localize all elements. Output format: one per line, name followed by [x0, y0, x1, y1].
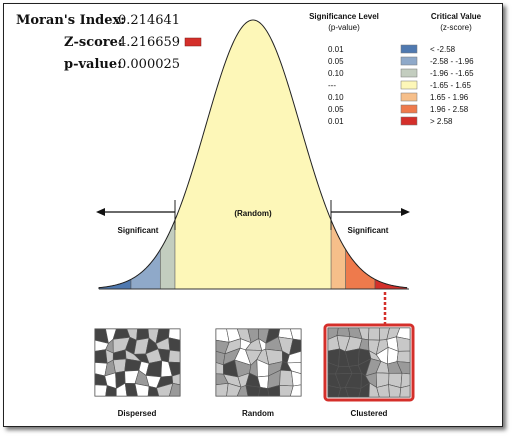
- map-region: [168, 349, 181, 363]
- legend-swatch: [400, 56, 418, 66]
- legend-swatch: [400, 80, 418, 90]
- zscore-color-swatch: [184, 37, 202, 47]
- curve-band: [330, 219, 347, 290]
- map-region: [344, 387, 362, 398]
- zscore-label: Z-score:: [64, 35, 123, 50]
- legend-z-range: -2.58 - -1.96: [430, 57, 474, 66]
- legend-swatch: [400, 68, 418, 78]
- moran-report-panel: Moran's Index: 0.214641 Z-score: 4.21665…: [3, 3, 503, 427]
- legend-swatch: [400, 116, 418, 126]
- map-label-clustered: Clustered: [351, 409, 388, 418]
- map-random: [215, 328, 302, 397]
- left-arrow-head: [96, 208, 105, 216]
- map-region: [279, 369, 294, 387]
- map-label-random: Random: [242, 409, 274, 418]
- map-region: [169, 382, 181, 397]
- map-region: [94, 384, 108, 397]
- legend-z-range: > 2.58: [430, 117, 453, 126]
- legend-crit-header: Critical Value: [431, 12, 482, 21]
- legend-p-value: 0.10: [328, 69, 344, 78]
- legend-p-value: 0.05: [328, 105, 344, 114]
- map-region: [215, 362, 224, 375]
- map-region: [336, 327, 351, 337]
- legend-p-value: 0.10: [328, 93, 344, 102]
- curve-region-random: [175, 20, 331, 289]
- curve-outline: [98, 19, 408, 289]
- legend-swatch: [400, 44, 418, 54]
- map-clustered: [327, 327, 411, 398]
- legend-swatch: [400, 92, 418, 102]
- legend-p-value: 0.05: [328, 57, 344, 66]
- map-region: [396, 336, 411, 352]
- pvalue-value: 0.000025: [118, 57, 180, 72]
- random-label: (Random): [234, 209, 272, 218]
- significance-arrows: Significant (Random) Significant: [96, 208, 410, 235]
- map-region: [124, 358, 142, 372]
- map-region: [112, 358, 127, 374]
- legend-sig-subheader: (p-value): [328, 23, 360, 32]
- map-label-dispersed: Dispersed: [118, 409, 157, 418]
- legend-rows: 0.01 < -2.58 0.05 -2.58 - -1.96 0.10 -1.96 - …: [328, 44, 474, 126]
- legend-z-range: 1.65 - 1.96: [430, 93, 469, 102]
- map-region: [290, 384, 302, 397]
- significant-left-label: Significant: [118, 226, 159, 235]
- map-region: [396, 350, 411, 363]
- legend-p-value: 0.01: [328, 45, 344, 54]
- legend-z-range: < -2.58: [430, 45, 456, 54]
- map-region: [168, 337, 181, 352]
- zscore-value: 4.216659: [118, 35, 180, 50]
- legend-sig-header: Significance Level: [309, 12, 379, 21]
- map-region: [94, 349, 108, 364]
- legend: Significance Level (p-value) Critical Va…: [309, 12, 482, 126]
- legend-z-range: -1.65 - 1.65: [430, 81, 471, 90]
- pvalue-label: p-value:: [64, 57, 122, 72]
- legend-p-value: ---: [328, 81, 336, 90]
- legend-z-range: 1.96 - 2.58: [430, 105, 469, 114]
- legend-swatch: [400, 104, 418, 114]
- significant-right-label: Significant: [348, 226, 389, 235]
- bell-curve: [98, 19, 409, 290]
- morans-index-label: Moran's Index:: [16, 13, 125, 28]
- stats-block: Moran's Index: 0.214641 Z-score: 4.21665…: [16, 13, 202, 72]
- map-region: [245, 385, 261, 397]
- moran-diagram: Moran's Index: 0.214641 Z-score: 4.21665…: [16, 12, 482, 418]
- legend-crit-subheader: (z-score): [440, 23, 472, 32]
- legend-z-range: -1.96 - -1.65: [430, 69, 474, 78]
- map-region: [368, 327, 380, 341]
- right-arrow-head: [401, 208, 410, 216]
- legend-p-value: 0.01: [328, 117, 344, 126]
- map-dispersed: [94, 328, 181, 397]
- map-region: [215, 382, 229, 397]
- clustered-highlight-frame: [323, 323, 415, 402]
- map-region: [399, 385, 411, 398]
- curve-band: [159, 219, 176, 290]
- morans-index-value: 0.214641: [118, 13, 180, 28]
- map-region: [291, 370, 302, 387]
